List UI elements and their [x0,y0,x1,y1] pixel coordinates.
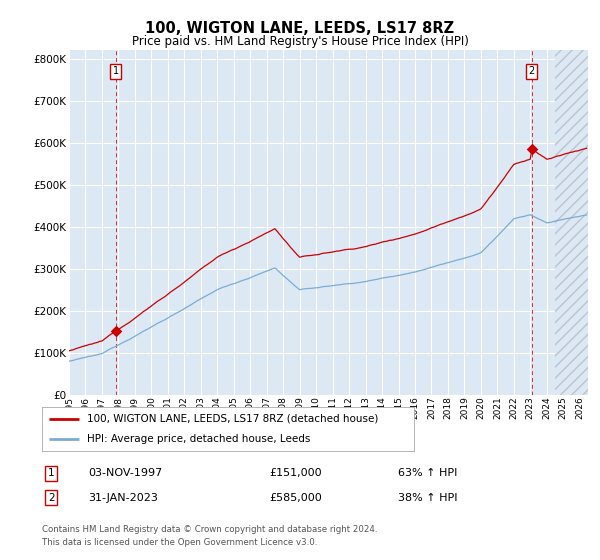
Text: 31-JAN-2023: 31-JAN-2023 [88,493,158,503]
Text: Contains HM Land Registry data © Crown copyright and database right 2024.: Contains HM Land Registry data © Crown c… [42,525,377,534]
Text: £151,000: £151,000 [269,468,322,478]
Text: 2: 2 [48,493,55,503]
Text: 100, WIGTON LANE, LEEDS, LS17 8RZ: 100, WIGTON LANE, LEEDS, LS17 8RZ [145,21,455,36]
Text: HPI: Average price, detached house, Leeds: HPI: Average price, detached house, Leed… [86,434,310,444]
Point [527,144,536,153]
Point [111,327,121,336]
Text: 63% ↑ HPI: 63% ↑ HPI [398,468,458,478]
Text: 38% ↑ HPI: 38% ↑ HPI [398,493,458,503]
Bar [555,50,590,395]
Text: £585,000: £585,000 [269,493,322,503]
Text: Price paid vs. HM Land Registry's House Price Index (HPI): Price paid vs. HM Land Registry's House … [131,35,469,48]
Text: 1: 1 [113,67,119,76]
Text: 1: 1 [48,468,55,478]
Text: This data is licensed under the Open Government Licence v3.0.: This data is licensed under the Open Gov… [42,538,317,547]
Text: 2: 2 [529,67,535,76]
Text: 03-NOV-1997: 03-NOV-1997 [88,468,162,478]
Text: 100, WIGTON LANE, LEEDS, LS17 8RZ (detached house): 100, WIGTON LANE, LEEDS, LS17 8RZ (detac… [86,414,378,424]
Bar [555,50,590,395]
